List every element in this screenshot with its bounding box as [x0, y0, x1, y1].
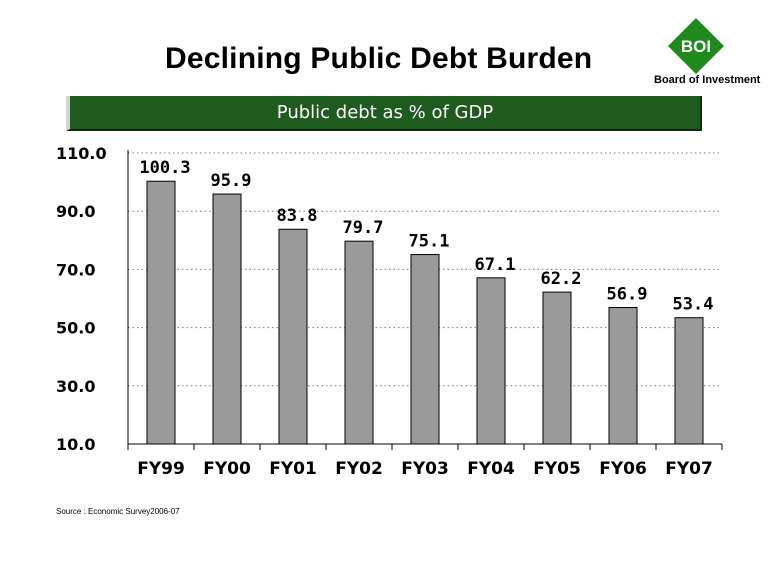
logo-caption: Board of Investment: [654, 74, 761, 86]
bar: [476, 277, 506, 445]
category-label: FY07: [665, 459, 713, 479]
bar: [410, 254, 440, 445]
category-label: FY00: [203, 459, 251, 479]
bar: [674, 317, 704, 445]
category-label: FY02: [335, 459, 383, 479]
y-tick-label: 110.0: [56, 144, 107, 163]
data-label: 75.1: [409, 232, 450, 252]
bar: [542, 291, 572, 445]
y-tick-label: 10.0: [56, 435, 95, 454]
bar: [608, 307, 638, 445]
source-note: Source : Economic Survey2006-07: [56, 507, 180, 516]
data-label: 79.7: [343, 218, 384, 238]
category-label: FY01: [269, 459, 317, 479]
bar: [278, 228, 308, 445]
chart-title: Public debt as % of GDP: [276, 102, 494, 123]
category-label: FY05: [533, 459, 581, 479]
category-label: FY04: [467, 459, 515, 479]
data-label: 56.9: [607, 285, 648, 305]
y-tick-label: 70.0: [56, 260, 95, 279]
slide-title: Declining Public Debt Burden: [165, 42, 593, 75]
boi-logo-icon: BOI: [668, 18, 724, 74]
logo-text: BOI: [681, 37, 711, 56]
data-label: 62.2: [541, 269, 582, 289]
data-label: 53.4: [673, 295, 714, 315]
category-label: FY06: [599, 459, 647, 479]
category-label: FY99: [137, 459, 185, 479]
category-label: FY03: [401, 459, 449, 479]
data-label: 83.8: [277, 206, 318, 226]
y-tick-label: 50.0: [56, 319, 95, 338]
bar: [146, 180, 176, 445]
bar: [344, 240, 374, 445]
chart-banner: Public debt as % of GDP: [66, 96, 702, 131]
y-tick-label: 30.0: [56, 377, 95, 396]
data-label: 67.1: [475, 255, 516, 275]
bar: [212, 193, 242, 445]
y-tick-label: 90.0: [56, 202, 95, 221]
data-label: 95.9: [211, 171, 252, 191]
data-label: 100.3: [139, 158, 190, 178]
